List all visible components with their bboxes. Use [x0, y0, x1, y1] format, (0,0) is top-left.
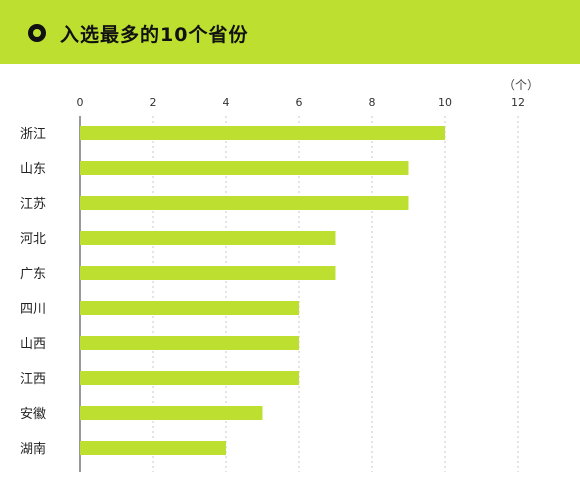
bar: [80, 196, 409, 210]
category-label: 安徽: [20, 407, 46, 422]
page-title: 入选最多的10个省份: [60, 24, 249, 46]
target-circle-icon: [28, 24, 46, 42]
axis-unit-label: （个）: [503, 78, 540, 92]
category-label: 江西: [20, 372, 46, 387]
x-tick-label: 10: [438, 96, 452, 109]
x-tick-label: 8: [369, 96, 376, 109]
category-label: 山西: [20, 337, 46, 352]
category-label: 湖南: [20, 441, 46, 457]
bar: [80, 266, 336, 280]
x-tick-label: 4: [223, 96, 230, 109]
bar: [80, 371, 299, 385]
header-bar: 入选最多的10个省份: [0, 0, 580, 64]
category-label: 山东: [20, 162, 46, 177]
bar: [80, 161, 409, 175]
x-tick-label: 12: [511, 96, 525, 109]
category-label: 广东: [20, 267, 46, 282]
bar: [80, 231, 336, 245]
category-label: 浙江: [20, 127, 46, 142]
x-tick-label: 2: [150, 96, 157, 109]
bar: [80, 301, 299, 315]
category-label: 四川: [20, 302, 46, 317]
category-label: 江苏: [20, 196, 46, 212]
bar: [80, 406, 263, 420]
x-tick-label: 0: [77, 96, 84, 109]
x-tick-label: 6: [296, 96, 303, 109]
bar: [80, 441, 226, 455]
category-label: 河北: [20, 232, 46, 247]
bar: [80, 126, 445, 140]
bar: [80, 336, 299, 350]
